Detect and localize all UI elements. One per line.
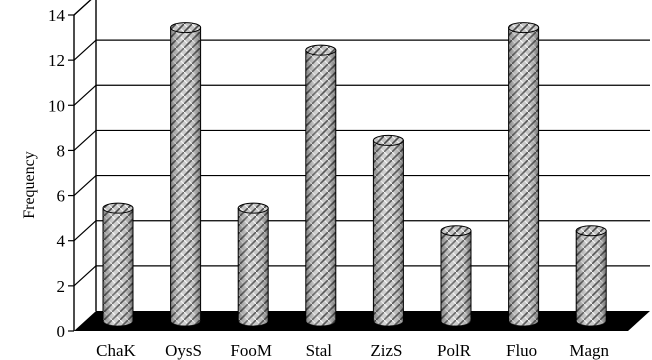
gridline-wall [73, 220, 97, 242]
y-tick-labels: 0 2 4 6 8 10 12 14 [48, 6, 66, 341]
bar-cap [237, 202, 269, 214]
bar-fluo [508, 22, 540, 327]
bar-shading [238, 208, 269, 326]
bar-cap [372, 134, 404, 146]
x-category-label: Stal [306, 341, 333, 360]
bar-cap [440, 225, 472, 237]
bar-cap [575, 225, 607, 237]
gridline-wall [73, 39, 97, 61]
bar-magn [575, 225, 607, 327]
plot-frame [68, 0, 97, 332]
y-tick-label: 0 [57, 322, 66, 341]
gridline-wall [73, 175, 97, 197]
bar-shading [441, 230, 471, 326]
bar-polr [440, 225, 472, 327]
chart-floor [74, 311, 650, 331]
x-category-label: OysS [165, 341, 202, 360]
bar-shading [170, 27, 201, 327]
bar-cap [102, 202, 134, 214]
x-category-label: PolR [437, 341, 472, 360]
bar-chak [102, 202, 134, 327]
y-tick-label: 12 [48, 51, 65, 70]
bar-shading [103, 208, 133, 326]
y-tick-label: 10 [48, 96, 65, 115]
x-category-labels: ChaK OysS FooM Stal ZizS PolR Fluo Magn [96, 341, 609, 360]
x-category-label: Magn [569, 341, 609, 360]
x-category-label: ChaK [96, 341, 136, 360]
bar-oyss [170, 22, 202, 327]
bar-cap [170, 22, 202, 34]
y-tick-label: 8 [57, 141, 66, 160]
y-tick-label: 14 [48, 6, 66, 25]
gridline-wall [73, 129, 97, 151]
bar-cap [305, 44, 337, 56]
bar-cap [508, 22, 540, 34]
bar-shading [576, 230, 607, 327]
x-category-label: FooM [230, 341, 272, 360]
bars [102, 22, 607, 327]
y-axis-title: Frequency [21, 151, 38, 219]
gridlines [73, 0, 650, 287]
y-tick-label: 6 [57, 187, 66, 206]
x-category-label: Fluo [506, 341, 537, 360]
bar-shading [305, 50, 336, 327]
x-category-label: ZizS [370, 341, 402, 360]
gridline-wall [73, 84, 97, 106]
y-tick-label: 4 [57, 232, 66, 251]
top-wall-edge [73, 0, 92, 16]
floor [74, 311, 650, 331]
bar-foom [237, 202, 269, 327]
bar-shading [508, 27, 539, 326]
y-tick-label: 2 [57, 277, 66, 296]
bar-stal [305, 44, 337, 327]
bar-zizs [372, 134, 404, 327]
bar-shading [373, 140, 404, 327]
gridline-wall [73, 265, 97, 287]
